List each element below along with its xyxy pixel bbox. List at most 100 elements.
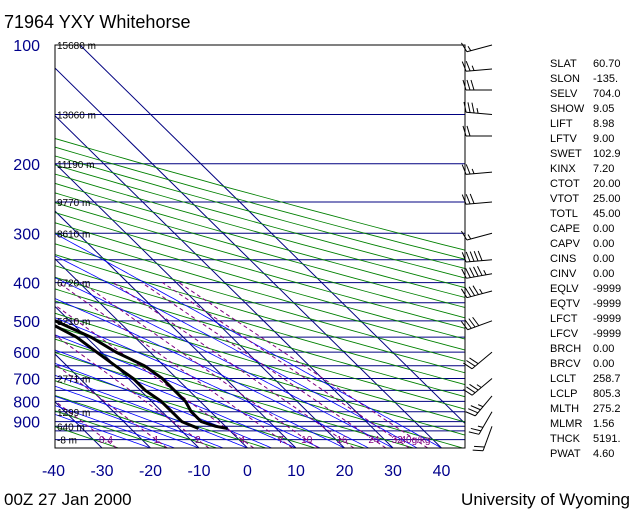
dry-adiabat (55, 146, 465, 260)
temperature-tick-label: -40 (42, 463, 65, 480)
wind-barb-staff (466, 171, 493, 175)
isotherm-line (55, 258, 248, 448)
index-value: -135. (593, 73, 618, 85)
wind-barb-staff (474, 395, 493, 417)
wind-barb-feather (478, 404, 484, 408)
wind-barb (472, 426, 493, 452)
wind-barb (461, 193, 493, 205)
wind-barb (463, 351, 493, 370)
height-label: 2771 m (57, 375, 90, 386)
height-label: 13060 m (57, 110, 96, 121)
index-value: 805.3 (593, 388, 621, 400)
index-name: VTOT (550, 193, 579, 205)
wind-barb-staff (471, 351, 493, 370)
index-value: 7.20 (593, 163, 614, 175)
wind-barb-staff (471, 378, 493, 396)
wind-barb (462, 79, 492, 91)
index-name: MLTH (550, 403, 579, 415)
index-name: LFTV (550, 133, 578, 145)
mixing-ratio-line (55, 400, 117, 448)
height-label: 5210 m (57, 317, 90, 328)
temperature-tick-label: 20 (336, 463, 354, 480)
wind-barb-feather (460, 321, 468, 331)
mixing-ratio-label: 1 (154, 435, 160, 446)
wind-barb-feather (483, 269, 487, 276)
index-value: 275.2 (593, 403, 621, 415)
dry-adiabat (55, 352, 365, 448)
index-value: 20.00 (593, 178, 621, 190)
wind-barb-staff (482, 426, 493, 451)
dry-adiabat (55, 232, 465, 351)
mixing-ratio-label: 2 (195, 435, 201, 446)
moist-adiabat (55, 255, 418, 448)
wind-barb-feather (468, 286, 476, 296)
index-value: 1.56 (593, 418, 614, 430)
wind-barb (460, 230, 493, 241)
pressure-tick-label: 100 (13, 38, 40, 55)
wind-barb-feather (469, 251, 475, 262)
index-value: 9.00 (593, 133, 614, 145)
temperature-tick-label: -30 (90, 463, 113, 480)
index-value: 60.70 (593, 58, 621, 70)
index-value: 0.00 (593, 238, 614, 250)
wind-barb-feather (468, 408, 479, 414)
wind-barb-feather (460, 42, 468, 52)
wind-barb-feather (471, 102, 475, 114)
wind-barb (460, 316, 493, 331)
moist-adiabat (55, 414, 151, 448)
wind-barb-feather (468, 431, 480, 435)
dry-adiabat (55, 365, 316, 448)
pressure-tick-label: 700 (13, 372, 40, 389)
wind-barb-feather (472, 285, 479, 295)
wind-barb-feather (465, 164, 471, 175)
wind-barb-feather (466, 125, 471, 137)
index-name: CAPE (550, 223, 580, 235)
index-value: -9999 (593, 298, 621, 310)
moist-adiabat (55, 233, 442, 448)
wind-barb-feather (465, 194, 471, 205)
moist-adiabat (55, 405, 175, 448)
wind-barb-feather (467, 102, 471, 113)
dry-adiabat (55, 222, 465, 340)
isotherm-line (55, 353, 151, 448)
index-name: CAPV (550, 238, 581, 250)
wind-barb-staff (466, 68, 493, 72)
wind-barb-feather (465, 411, 476, 417)
index-name: TOTL (550, 208, 578, 220)
dry-adiabat (55, 138, 465, 251)
wind-barb (461, 250, 493, 263)
dry-adiabat (55, 338, 414, 448)
pressure-tick-label: 500 (13, 314, 40, 331)
dry-adiabat (55, 243, 465, 362)
mixing-ratio-line (141, 282, 387, 448)
mixing-ratio-label: 0.4 (99, 435, 113, 446)
wind-barb-feather (469, 383, 479, 391)
index-name: BRCH (550, 343, 581, 355)
index-name: CTOT (550, 178, 580, 190)
index-name: SLON (550, 73, 580, 85)
wind-barb-staff (466, 44, 493, 53)
wind-barb-feather (465, 60, 471, 72)
dry-adiabat (55, 173, 465, 289)
height-label: 15680 m (57, 41, 96, 52)
index-name: MLMR (550, 418, 582, 430)
wind-barb-feather (473, 266, 479, 277)
pressure-tick-label: 800 (13, 394, 40, 411)
wind-barb-feather (461, 61, 467, 72)
mixing-ratio-line (58, 282, 293, 448)
wind-barb (460, 42, 493, 53)
moist-adiabat (55, 317, 345, 448)
index-value: 0.00 (593, 253, 614, 265)
wind-barb (460, 285, 493, 299)
moist-adiabat (55, 334, 321, 448)
index-value: 102.9 (593, 148, 621, 160)
moist-adiabat (55, 395, 200, 448)
dry-adiabat (55, 202, 465, 319)
index-name: LCLP (550, 388, 578, 400)
dry-adiabat (55, 288, 465, 410)
wind-barb-staff (466, 273, 493, 279)
wind-barb-feather (471, 65, 475, 71)
isotherm-line (0, 45, 5, 448)
mixing-ratio-line (81, 282, 319, 448)
